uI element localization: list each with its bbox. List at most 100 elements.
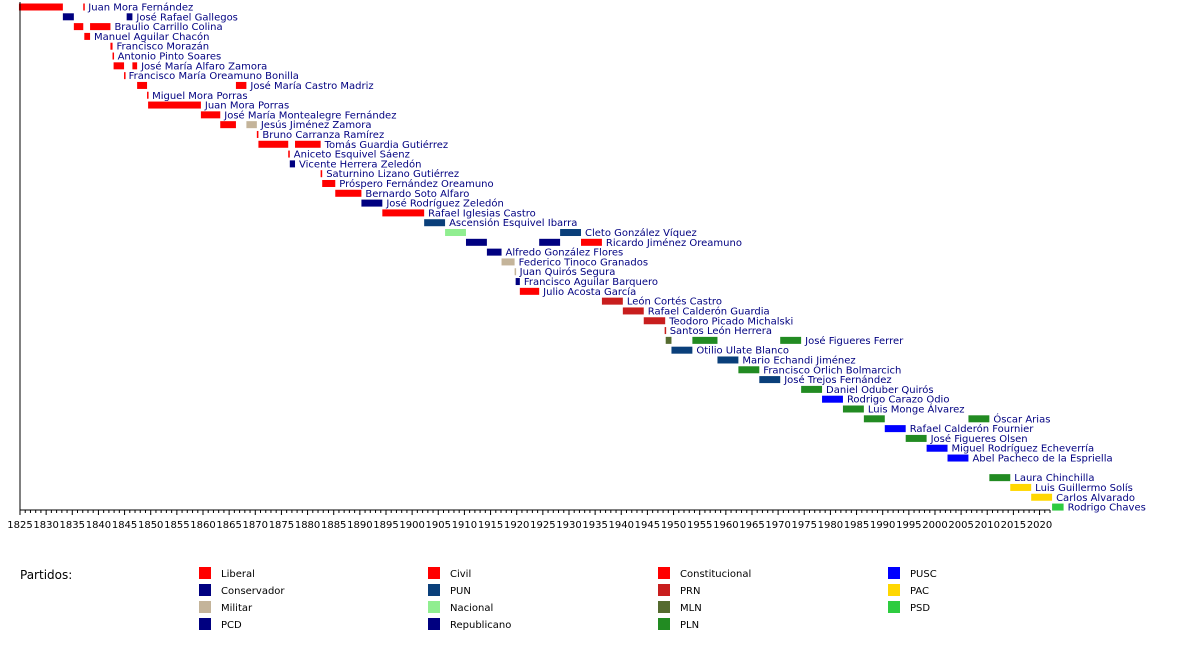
legend-swatch — [888, 601, 900, 613]
president-label: Vicente Herrera Zeledón — [299, 158, 421, 170]
term-bar — [220, 121, 236, 129]
legend-label: Liberal — [221, 569, 255, 580]
term-bar — [926, 444, 948, 452]
legend-swatch — [658, 601, 670, 613]
president-label: Saturnino Lizano Gutiérrez — [326, 168, 459, 180]
legend-swatch — [428, 601, 440, 613]
president-label: José María Montealegre Fernández — [223, 109, 396, 121]
term-bar — [643, 317, 666, 325]
legend-swatch — [658, 618, 670, 630]
president-label: Rodrigo Carazo Odio — [847, 395, 950, 406]
term-bar — [968, 415, 990, 423]
legend-swatch — [658, 567, 670, 579]
term-bar — [18, 3, 63, 11]
legend-swatch — [658, 584, 670, 596]
x-tick-label: 1860 — [190, 520, 215, 531]
term-bar — [822, 395, 843, 403]
legend-label: Civil — [450, 569, 471, 580]
term-bar — [90, 23, 111, 31]
term-bar — [132, 62, 138, 70]
x-tick-label: 1975 — [792, 520, 817, 531]
x-tick-label: 1915 — [478, 520, 503, 531]
x-tick-label: 1905 — [426, 520, 451, 531]
term-bar — [989, 474, 1011, 482]
x-tick-label: 1930 — [556, 520, 581, 531]
legend-swatch — [428, 567, 440, 579]
x-tick-label: 1865 — [216, 520, 241, 531]
legend-label: Militar — [221, 603, 253, 614]
term-bar — [83, 3, 85, 11]
term-bar — [84, 32, 91, 40]
x-tick-label: 1900 — [399, 520, 424, 531]
x-tick-label: 1840 — [86, 520, 111, 531]
term-bar — [515, 278, 520, 286]
legend-label: Constitucional — [680, 569, 751, 580]
term-bar — [258, 140, 289, 148]
president-label: Francisco Morazán — [117, 41, 210, 53]
legend-swatch — [888, 567, 900, 579]
term-bar — [322, 179, 336, 187]
term-bar — [671, 346, 693, 354]
term-bar — [124, 72, 126, 80]
legend-swatch — [199, 601, 211, 613]
term-bar — [424, 219, 446, 227]
x-tick-label: 1855 — [164, 520, 189, 531]
term-bar — [465, 238, 487, 246]
x-tick-label: 1885 — [321, 520, 346, 531]
legend-swatch — [888, 584, 900, 596]
x-tick-label: 2005 — [948, 520, 973, 531]
x-tick-label: 1990 — [870, 520, 895, 531]
president-label: Braulio Carrillo Colina — [114, 22, 222, 33]
term-bar — [288, 150, 290, 158]
x-tick-label: 1830 — [33, 520, 58, 531]
x-tick-label: 1970 — [765, 520, 790, 531]
president-label: Rafael Calderón Guardia — [648, 305, 770, 317]
x-tick-label: 1870 — [243, 520, 268, 531]
term-bar — [126, 13, 133, 21]
president-label: Laura Chinchilla — [1014, 473, 1094, 484]
legend-swatch — [199, 567, 211, 579]
x-tick-label: 2020 — [1027, 520, 1052, 531]
legend-label: PSD — [910, 603, 930, 614]
term-bar — [514, 268, 517, 276]
x-tick-label: 1875 — [269, 520, 294, 531]
president-label: Luis Monge Álvarez — [868, 403, 965, 416]
president-label: Mario Echandi Jiménez — [742, 354, 855, 366]
president-label: Carlos Alvarado — [1056, 493, 1135, 504]
president-label: Tomás Guardia Gutiérrez — [324, 139, 449, 151]
term-bar — [1031, 493, 1053, 501]
term-bar — [665, 336, 672, 344]
legend-label: Conservador — [221, 586, 285, 597]
term-bar — [445, 229, 466, 237]
legend-label: PUN — [450, 586, 471, 597]
president-label: José Rodríguez Zeledón — [385, 198, 503, 210]
legend-label: PCD — [221, 620, 242, 631]
term-bar — [1052, 503, 1064, 511]
term-bar — [235, 81, 247, 89]
term-bar — [361, 199, 383, 207]
legend-swatch — [199, 618, 211, 630]
term-bar — [335, 189, 362, 197]
president-label: Bernardo Soto Alfaro — [365, 189, 469, 200]
x-tick-label: 1845 — [112, 520, 137, 531]
term-bar — [112, 52, 115, 60]
term-bar — [738, 366, 760, 374]
term-bar — [884, 425, 906, 433]
president-label: Teodoro Picado Michalski — [668, 316, 793, 327]
president-label: Ascensión Esquivel Ibarra — [449, 217, 577, 229]
x-axis: 1825 1830 1835 1840 1845 1850 1855 1860 1865 1870… — [7, 2, 1052, 531]
legend-label: Nacional — [450, 603, 493, 614]
x-tick-label: 1980 — [818, 520, 843, 531]
legend-swatch — [199, 584, 211, 596]
term-bar — [1010, 483, 1032, 491]
term-bar — [289, 160, 296, 168]
president-label: Aniceto Esquivel Sáenz — [294, 149, 410, 161]
president-label: José María Alfaro Zamora — [140, 60, 267, 72]
president-label: Manuel Aguilar Chacón — [94, 31, 209, 43]
president-label: León Cortés Castro — [627, 296, 722, 308]
president-label: José Figueres Ferrer — [804, 335, 904, 347]
x-tick-label: 1835 — [60, 520, 85, 531]
term-bar — [560, 229, 582, 237]
president-label: Óscar Arias — [993, 412, 1050, 425]
x-tick-label: 1995 — [896, 520, 921, 531]
